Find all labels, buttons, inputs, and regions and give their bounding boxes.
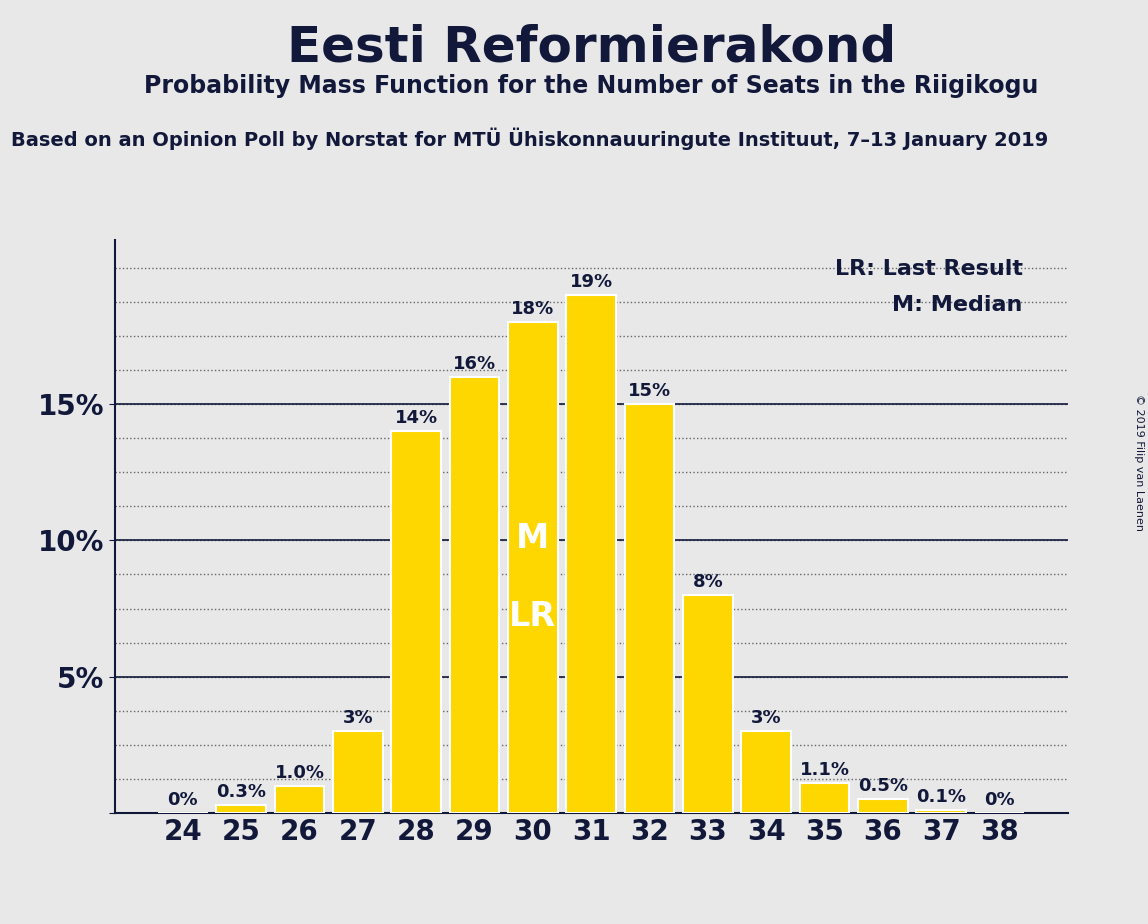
Text: Eesti Reformierakond: Eesti Reformierakond <box>287 23 895 71</box>
Bar <box>274 785 325 813</box>
Bar <box>742 731 791 813</box>
Bar <box>391 432 441 813</box>
Bar <box>566 295 616 813</box>
Text: 0.5%: 0.5% <box>858 777 908 796</box>
Text: 0.3%: 0.3% <box>216 783 266 801</box>
Text: 16%: 16% <box>453 355 496 372</box>
Bar <box>683 595 732 813</box>
Bar <box>625 404 674 813</box>
Text: 15%: 15% <box>628 382 672 400</box>
Bar <box>217 805 266 813</box>
Text: 0%: 0% <box>984 791 1015 809</box>
Text: Based on an Opinion Poll by Norstat for MTÜ Ühiskonnauuringute Instituut, 7–13 J: Based on an Opinion Poll by Norstat for … <box>11 128 1049 150</box>
Text: 19%: 19% <box>569 273 613 291</box>
Text: 8%: 8% <box>692 573 723 590</box>
Text: 0.1%: 0.1% <box>916 788 967 807</box>
Text: LR: LR <box>510 601 557 633</box>
Text: 3%: 3% <box>751 710 782 727</box>
Text: 1.1%: 1.1% <box>799 761 850 779</box>
Bar <box>858 799 908 813</box>
Text: 18%: 18% <box>511 300 554 318</box>
Text: 3%: 3% <box>342 710 373 727</box>
Bar <box>509 322 558 813</box>
Bar <box>800 784 850 813</box>
Text: M: Median: M: Median <box>892 295 1023 315</box>
Text: M: M <box>517 522 550 554</box>
Text: 14%: 14% <box>395 409 437 427</box>
Text: LR: Last Result: LR: Last Result <box>835 260 1023 279</box>
Text: 1.0%: 1.0% <box>274 764 325 782</box>
Text: © 2019 Filip van Laenen: © 2019 Filip van Laenen <box>1134 394 1143 530</box>
Bar <box>450 377 499 813</box>
Text: Probability Mass Function for the Number of Seats in the Riigikogu: Probability Mass Function for the Number… <box>144 74 1039 98</box>
Bar <box>333 731 382 813</box>
Bar <box>916 810 965 813</box>
Text: 0%: 0% <box>168 791 199 809</box>
